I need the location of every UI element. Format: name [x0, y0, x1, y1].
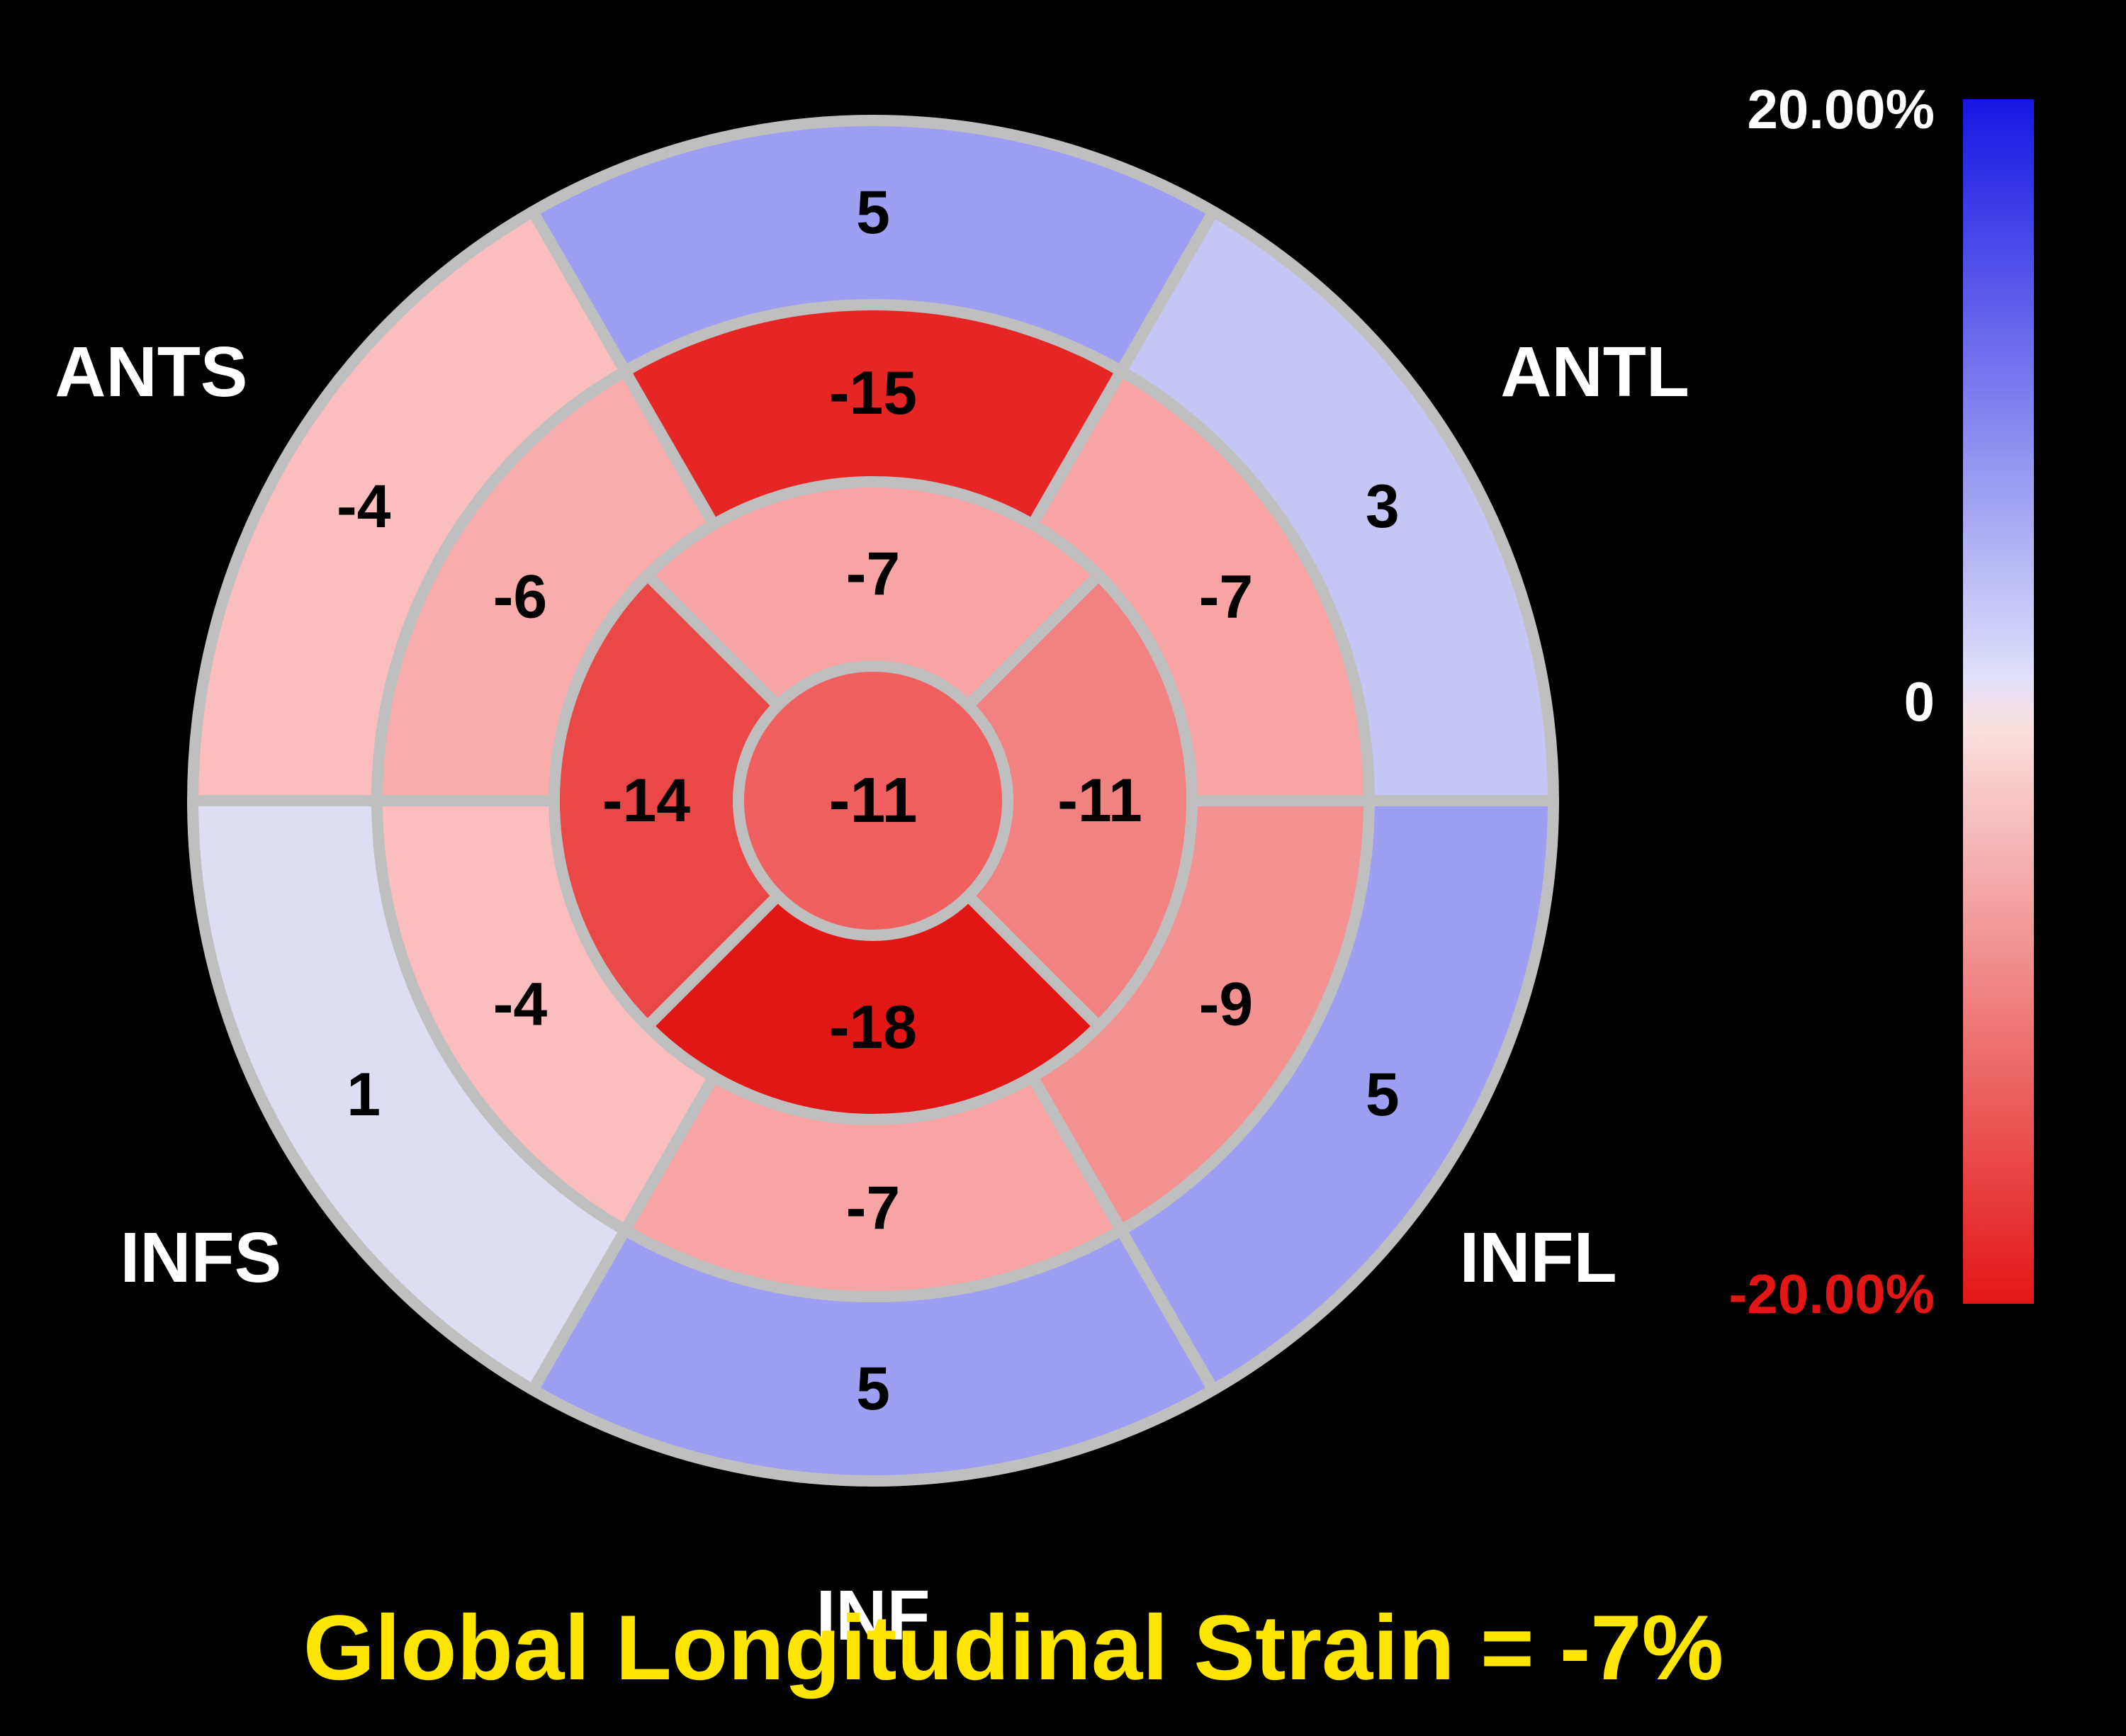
segment-outer-label: ANTS [55, 332, 247, 412]
segment-value: 1 [347, 1061, 381, 1129]
segment-outer-label: INFL [1460, 1218, 1617, 1297]
segment-value: 5 [856, 1355, 890, 1423]
segment-outer-label: ANT [800, 0, 946, 11]
segment-value: -7 [846, 1174, 900, 1242]
bullseye-svg: -11 -7 -11 -18 -14 -15 -7 -9 -7 -4 -6 5 3 5 5 1 -4 ANT ANT… [0, 0, 2126, 1736]
segment-value: 5 [856, 179, 890, 247]
segment-outer-label: ANTL [1500, 332, 1689, 412]
segment-value: -7 [846, 540, 900, 608]
segment-value: -6 [493, 563, 547, 631]
segment-value: -11 [1057, 767, 1142, 835]
segment-value: 3 [1366, 473, 1400, 541]
segment-value: -7 [1199, 563, 1253, 631]
colorbar [1963, 99, 2034, 1304]
segment-outer-label: INFS [120, 1218, 281, 1297]
caption: Global Longitudinal Strain = -7% [303, 1596, 1723, 1699]
segment-value: -9 [1199, 971, 1253, 1039]
stage: -11 -7 -11 -18 -14 -15 -7 -9 -7 -4 -6 5 3 5 5 1 -4 ANT ANT… [0, 0, 2126, 1736]
segment-value: 5 [1366, 1061, 1400, 1129]
colorbar-label: -20.00% [1728, 1263, 1935, 1325]
center-value: -11 [828, 765, 917, 836]
colorbar-label: 0 [1904, 670, 1935, 733]
segment-value: -18 [829, 993, 917, 1061]
colorbar-label: 20.00% [1747, 78, 1935, 140]
segment-value: -15 [829, 359, 917, 427]
segment-value: -4 [493, 971, 548, 1039]
segment-value: -4 [337, 473, 391, 541]
segment-value: -14 [602, 767, 690, 835]
